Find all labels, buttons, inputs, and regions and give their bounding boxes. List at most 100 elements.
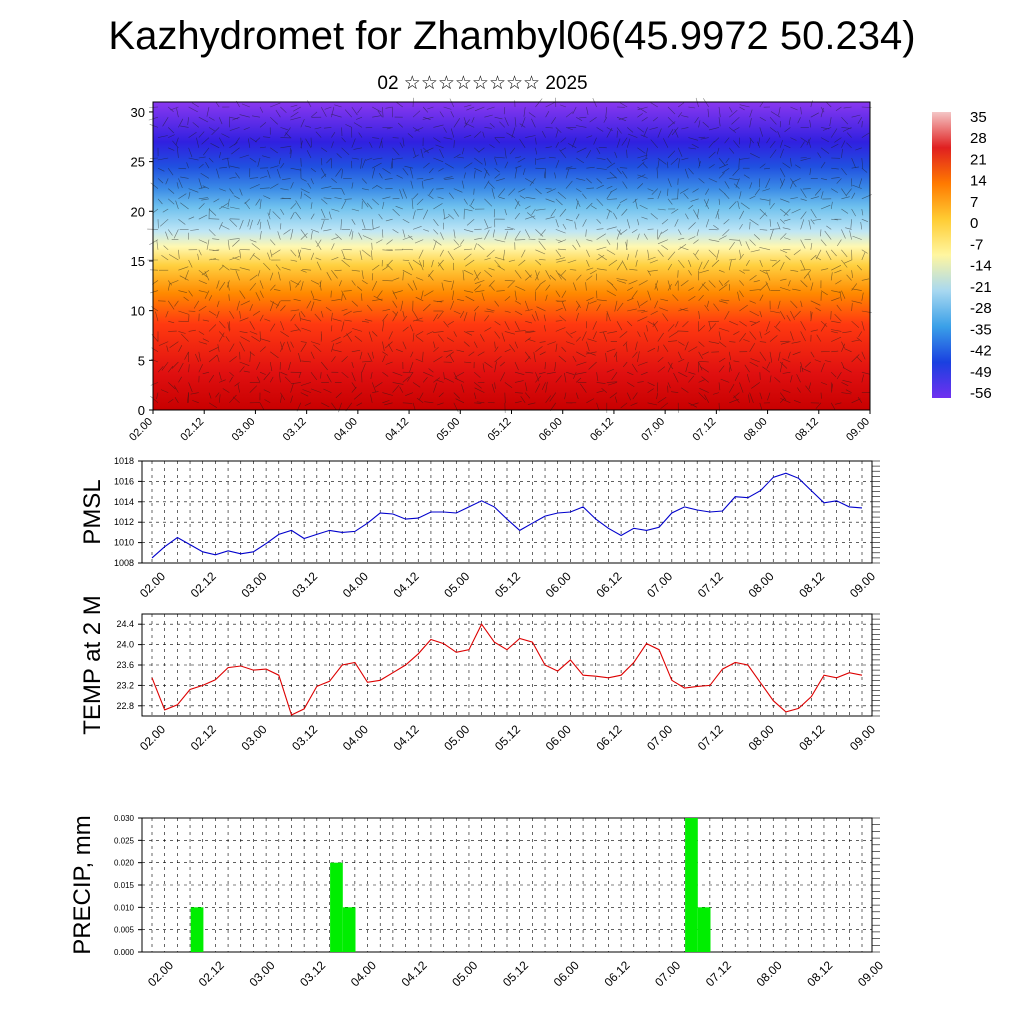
y-tick-label: 24.0 <box>116 640 134 650</box>
wind-barb <box>632 351 638 358</box>
wind-barb <box>626 392 631 401</box>
wind-barb <box>729 127 736 133</box>
wind-barb <box>491 383 495 393</box>
wind-barb <box>239 366 245 373</box>
wind-barb <box>725 157 730 164</box>
wind-barb <box>575 125 587 128</box>
wind-barb <box>168 106 174 113</box>
wind-barb <box>608 382 618 386</box>
wind-barb <box>351 269 360 272</box>
wind-barb <box>800 137 809 143</box>
wind-barb <box>149 157 159 159</box>
wind-barb <box>694 117 699 124</box>
wind-barb <box>616 321 623 331</box>
wind-barb <box>306 300 312 309</box>
wind-barb <box>514 290 517 301</box>
wind-barb <box>780 341 791 345</box>
wind-barb <box>745 241 750 250</box>
wind-barb <box>531 118 536 128</box>
wind-barb <box>707 108 710 118</box>
wind-barb <box>570 331 577 335</box>
wind-barb <box>486 249 495 258</box>
wind-barb <box>180 176 189 179</box>
x-tick-label: 06.00 <box>551 958 582 989</box>
wind-barb <box>433 203 443 210</box>
wind-barb <box>388 343 393 352</box>
wind-barb <box>685 361 689 373</box>
wind-barb <box>494 137 501 144</box>
wind-barb <box>856 356 863 363</box>
wind-barb <box>300 318 312 322</box>
wind-barb <box>270 351 279 359</box>
wind-barb <box>167 283 170 291</box>
wind-barb <box>810 242 813 250</box>
wind-barb <box>494 361 497 373</box>
wind-barb <box>830 201 833 210</box>
wind-barb <box>606 226 617 230</box>
wind-barb <box>188 216 195 220</box>
wind-barb <box>861 120 863 128</box>
wind-barb <box>455 398 465 404</box>
wind-barb <box>364 319 373 322</box>
wind-barb <box>514 361 519 371</box>
wind-barb <box>582 193 587 199</box>
wind-barb <box>218 372 222 381</box>
wind-barb <box>834 313 842 322</box>
wind-barb <box>749 392 754 404</box>
wind-barb <box>565 371 575 375</box>
y-tick-label: 1018 <box>114 456 134 466</box>
wind-barb <box>269 301 274 312</box>
wind-barb <box>616 138 621 148</box>
wind-barb <box>290 341 294 348</box>
x-tick-label: 08.00 <box>746 722 777 753</box>
wind-barb <box>650 310 658 315</box>
wind-barb <box>320 106 327 117</box>
wind-barb <box>476 401 485 404</box>
wind-barb <box>418 260 424 271</box>
precip-bar <box>342 907 356 952</box>
wind-barb <box>484 361 493 368</box>
wind-barb <box>391 157 403 160</box>
wind-barb <box>708 127 720 131</box>
wind-barb <box>439 149 444 159</box>
wind-barb <box>488 280 495 287</box>
wind-barb <box>377 110 383 118</box>
wind-barb <box>219 379 226 383</box>
wind-barb <box>494 382 496 389</box>
wind-barb <box>831 167 839 170</box>
wind-barb <box>175 200 179 210</box>
wind-barb <box>728 147 735 154</box>
wind-barb <box>641 157 648 161</box>
wind-barbs <box>147 97 872 414</box>
colorbar-label: 21 <box>970 151 987 168</box>
wind-barb <box>290 309 300 312</box>
wind-barb <box>841 249 848 258</box>
wind-barb <box>416 198 424 206</box>
wind-barb <box>447 320 454 326</box>
wind-barb <box>522 168 526 175</box>
wind-barb <box>718 188 726 195</box>
wind-barb <box>637 300 641 309</box>
wind-barb <box>414 239 424 244</box>
series-line <box>151 623 863 716</box>
wind-barb <box>514 200 520 210</box>
wind-barb <box>627 287 634 291</box>
x-tick-label: 05.12 <box>492 569 523 600</box>
wind-barb <box>331 402 337 410</box>
wind-barb <box>174 397 179 403</box>
x-tick-label: 03.00 <box>238 722 269 753</box>
wind-barb <box>851 288 862 291</box>
wind-barb <box>306 150 312 159</box>
wind-barb <box>514 198 521 207</box>
wind-barb <box>850 219 852 229</box>
x-tick-label: 08.00 <box>742 416 770 444</box>
wind-barb <box>396 174 403 179</box>
wind-barb <box>361 270 364 279</box>
wind-barb <box>851 166 859 169</box>
wind-barb <box>158 341 169 346</box>
x-tick-label: 08.12 <box>796 722 827 753</box>
wind-barb <box>814 359 822 363</box>
x-tick-label: 02.00 <box>145 958 176 989</box>
wind-barb <box>831 143 839 149</box>
wind-barb <box>643 332 648 342</box>
